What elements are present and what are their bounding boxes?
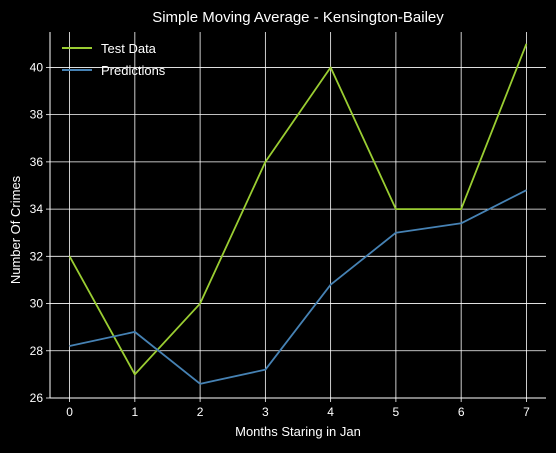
x-axis-label: Months Staring in Jan: [235, 424, 361, 439]
x-tick-label: 4: [327, 405, 334, 419]
x-tick-label: 1: [131, 405, 138, 419]
y-tick-label: 28: [30, 344, 44, 358]
y-tick-label: 30: [30, 297, 44, 311]
y-tick-label: 36: [30, 155, 44, 169]
y-tick-label: 34: [30, 202, 44, 216]
y-axis-label: Number Of Crimes: [8, 175, 23, 284]
axes-spines: [49, 32, 546, 399]
series-line-predictions: [69, 189, 527, 385]
series-line-test-data: [68, 43, 528, 376]
y-tick-label: 26: [30, 391, 44, 405]
chart-title: Simple Moving Average - Kensington-Baile…: [152, 9, 444, 26]
legend: Test Data Predictions: [62, 41, 166, 78]
y-tick-label: 38: [30, 108, 44, 122]
x-tick-label: 2: [197, 405, 204, 419]
x-tick-label: 0: [66, 405, 73, 419]
y-tick-label: 40: [30, 60, 44, 74]
x-tick-label: 7: [523, 405, 530, 419]
legend-label-predictions: Predictions: [101, 63, 166, 78]
x-tick-label: 5: [393, 405, 400, 419]
x-tick-label: 3: [262, 405, 269, 419]
legend-label-test-data: Test Data: [101, 41, 157, 56]
series-lines: [68, 43, 528, 385]
y-tick-label: 32: [30, 249, 44, 263]
x-tick-label: 6: [458, 405, 465, 419]
